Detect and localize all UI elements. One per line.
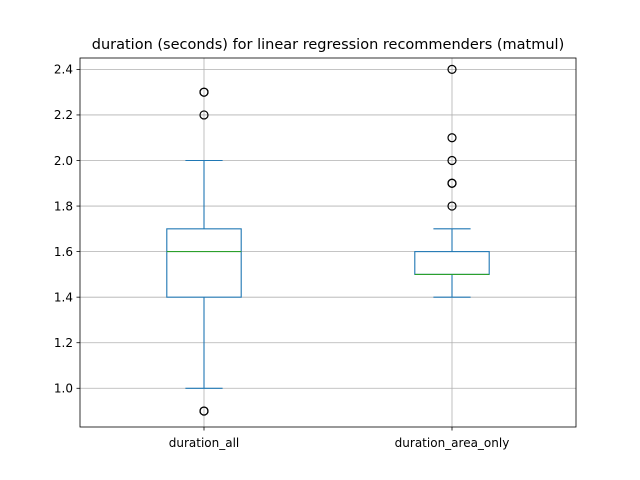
y-tick-label: 1.0 bbox=[54, 382, 73, 396]
x-tick-label: duration_area_only bbox=[395, 436, 510, 450]
outlier-point bbox=[447, 133, 457, 143]
iqr-box bbox=[166, 228, 242, 298]
plot-area-frame bbox=[79, 57, 577, 428]
ticks-layer: 1.0 1.2 1.4 1.6 1.8 2.0 2.2 2.4 duration_all dura… bbox=[54, 63, 509, 450]
box-group-duration_area_only bbox=[414, 64, 490, 298]
grid-layer bbox=[80, 58, 576, 427]
box-group-duration_all bbox=[166, 87, 242, 416]
y-tick-label: 1.4 bbox=[54, 290, 73, 304]
y-tick-label: 1.2 bbox=[54, 336, 73, 350]
marks-layer bbox=[166, 64, 490, 416]
outlier-point bbox=[447, 64, 457, 74]
outlier-point bbox=[199, 406, 209, 416]
y-tick-label: 2.4 bbox=[54, 63, 73, 77]
chart-title: duration (seconds) for linear regression… bbox=[92, 37, 565, 53]
outlier-point bbox=[447, 178, 457, 188]
y-tick-label: 1.6 bbox=[54, 245, 73, 259]
y-tick-label: 2.2 bbox=[54, 108, 73, 122]
outlier-point bbox=[199, 110, 209, 120]
y-tick-label: 2.0 bbox=[54, 154, 73, 168]
iqr-box bbox=[414, 251, 490, 275]
outlier-point bbox=[447, 201, 457, 211]
outlier-point bbox=[199, 87, 209, 97]
x-tick-label: duration_all bbox=[169, 436, 240, 450]
y-tick-label: 1.8 bbox=[54, 199, 73, 213]
outlier-point bbox=[447, 155, 457, 166]
